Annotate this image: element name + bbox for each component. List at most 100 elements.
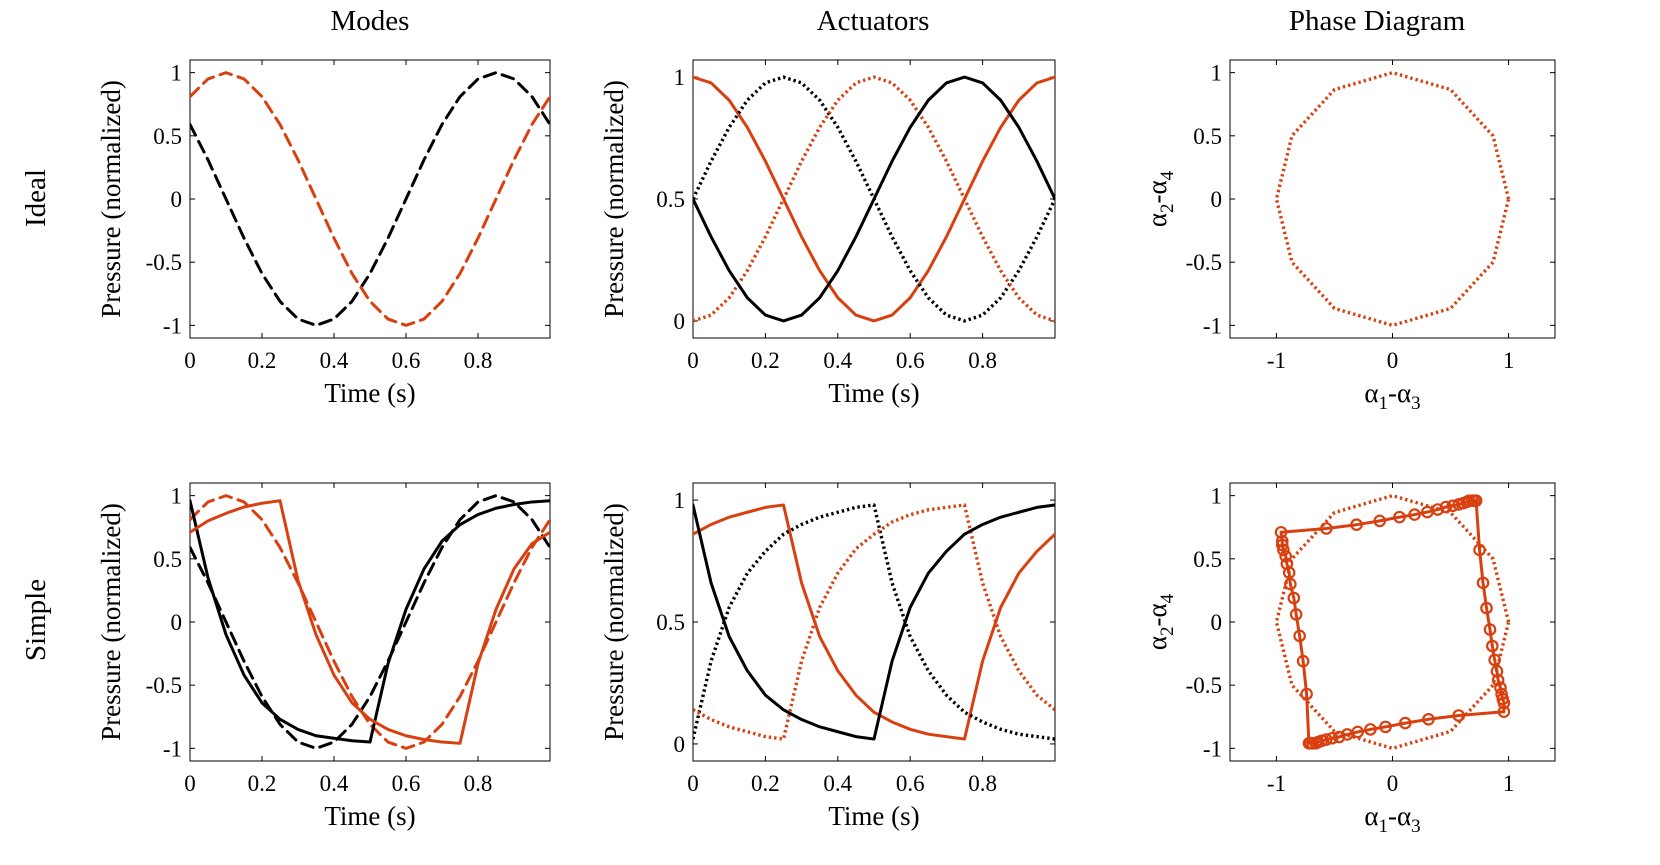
- panel-ideal-modes: 0 0.2 0.4 0.6 0.8 -1 -0.5 0 0.5 1 Time (s) Pressure…: [96, 59, 551, 408]
- series-simple-trajectory: [1279, 499, 1506, 745]
- x-axis-label: Time (s): [324, 801, 415, 831]
- x-tick-label: 0.4: [823, 771, 852, 796]
- series-mode-2-simple: [190, 499, 550, 745]
- data-point-marker: [1488, 653, 1501, 667]
- data-point-marker: [1287, 591, 1301, 605]
- col-title-actuators: Actuators: [817, 5, 930, 37]
- x-tick-label: 0.4: [823, 348, 852, 373]
- data-point-marker: [1364, 723, 1377, 736]
- col-title-modes: Modes: [331, 5, 410, 37]
- axes-box: [1229, 482, 1556, 762]
- row-label-simple: Simple: [20, 579, 52, 661]
- data-point-marker: [1473, 543, 1486, 557]
- y-tick-label: -1: [163, 313, 182, 338]
- data-point-marker: [1476, 576, 1490, 590]
- y-axis-label: Pressure (normalized): [96, 503, 126, 741]
- x-tick-label: 0.2: [751, 348, 780, 373]
- series-mode-1-simple: [190, 499, 550, 744]
- x-tick-label: 0.4: [320, 771, 349, 796]
- data-point-marker: [1274, 525, 1288, 539]
- y-axis-label: α2-α4: [1142, 170, 1178, 227]
- data-point-marker: [1480, 601, 1493, 615]
- y-tick-label: -0.5: [1186, 250, 1222, 275]
- data-point-marker: [1497, 696, 1511, 710]
- y-tick-label: -1: [1203, 736, 1222, 761]
- y-tick-label: -0.5: [146, 673, 182, 698]
- series-ideal-trajectory: [1274, 493, 1511, 751]
- y-tick-label: 0: [171, 187, 183, 212]
- x-tick-label: 0.8: [968, 348, 997, 373]
- x-tick-label: 0: [687, 348, 699, 373]
- series-actuator-4: [693, 75, 1055, 323]
- row-label-ideal: Ideal: [20, 169, 52, 227]
- y-tick-label: -1: [1203, 313, 1222, 338]
- data-point-marker: [1486, 639, 1499, 653]
- x-axis-label: α1-α3: [1364, 378, 1420, 414]
- data-point-marker: [1422, 712, 1435, 726]
- x-tick-label: 0.2: [248, 348, 277, 373]
- x-tick-label: 0: [1387, 771, 1399, 796]
- data-point-marker: [1439, 500, 1453, 514]
- y-tick-label: 0: [171, 610, 183, 635]
- x-tick-label: 0.8: [968, 771, 997, 796]
- y-axis-label: Pressure (normalized): [599, 80, 629, 318]
- y-tick-label: 1: [1211, 61, 1223, 86]
- y-tick-label: 0.5: [1193, 124, 1222, 149]
- data-point-marker: [1340, 728, 1354, 741]
- panel-simple-actuators: 0 0.2 0.4 0.6 0.8 0 0.5 1 Time (s) Pressure (norm…: [599, 482, 1056, 831]
- series-mode-1-ideal: [190, 494, 550, 750]
- x-tick-label: 0.6: [896, 348, 925, 373]
- x-tick-label: 0.6: [896, 771, 925, 796]
- y-tick-label: 1: [674, 488, 686, 513]
- series-mode-1-ideal: [190, 71, 550, 327]
- x-axis-label: Time (s): [828, 801, 919, 831]
- series-ideal-trajectory: [1274, 70, 1511, 328]
- y-tick-label: 0.5: [1193, 547, 1222, 572]
- axes-box: [692, 482, 1056, 762]
- data-point-marker: [1398, 716, 1412, 730]
- data-point-marker: [1483, 623, 1497, 636]
- panel-ideal-phase: -1 0 1 -1 -0.5 0 0.5 1 α1-α3 α2-α4: [1142, 59, 1556, 414]
- series-actuator-1: [693, 75, 1055, 323]
- y-axis-label: Pressure (normalized): [96, 80, 126, 318]
- x-tick-label: 0.8: [464, 348, 493, 373]
- x-tick-label: 0.2: [248, 771, 277, 796]
- y-tick-label: 0: [674, 309, 686, 334]
- x-tick-label: 0: [184, 348, 196, 373]
- series-actuator-3: [693, 75, 1055, 323]
- x-tick-label: 1: [1503, 771, 1515, 796]
- x-axis-label: Time (s): [324, 378, 415, 408]
- series-mode-2-ideal: [190, 71, 550, 327]
- data-point-marker: [1302, 737, 1316, 750]
- data-point-marker: [1300, 687, 1313, 701]
- x-tick-label: 0.4: [320, 348, 349, 373]
- data-point-marker: [1490, 664, 1504, 678]
- data-point-marker: [1280, 557, 1294, 571]
- y-tick-label: 1: [171, 61, 183, 86]
- y-tick-label: 0.5: [153, 547, 182, 572]
- y-tick-label: 1: [171, 484, 183, 509]
- x-tick-label: -1: [1267, 348, 1286, 373]
- y-tick-label: 0: [1211, 187, 1223, 212]
- x-tick-label: 0: [184, 771, 196, 796]
- panel-simple-phase: -1 0 1 -1 -0.5 0 0.5 1 α1-α3 α2-α4: [1142, 482, 1556, 837]
- series-actuator-4: [693, 503, 1055, 741]
- data-point-marker: [1277, 543, 1290, 557]
- y-tick-label: -0.5: [1186, 673, 1222, 698]
- x-tick-label: 0: [687, 771, 699, 796]
- y-tick-label: 1: [1211, 484, 1223, 509]
- x-tick-label: -1: [1267, 771, 1286, 796]
- y-tick-label: 0: [674, 732, 686, 757]
- data-point-marker: [1296, 654, 1310, 668]
- data-point-marker: [1289, 608, 1303, 621]
- y-tick-label: 0.5: [153, 124, 182, 149]
- y-tick-label: -0.5: [146, 250, 182, 275]
- data-point-marker: [1275, 538, 1289, 552]
- axes-box: [1229, 59, 1556, 339]
- x-axis-label: Time (s): [828, 378, 919, 408]
- data-point-marker: [1494, 681, 1507, 695]
- y-tick-label: -1: [163, 736, 182, 761]
- data-point-marker: [1279, 549, 1293, 563]
- data-point-marker: [1275, 534, 1289, 548]
- x-tick-label: 0.6: [392, 771, 421, 796]
